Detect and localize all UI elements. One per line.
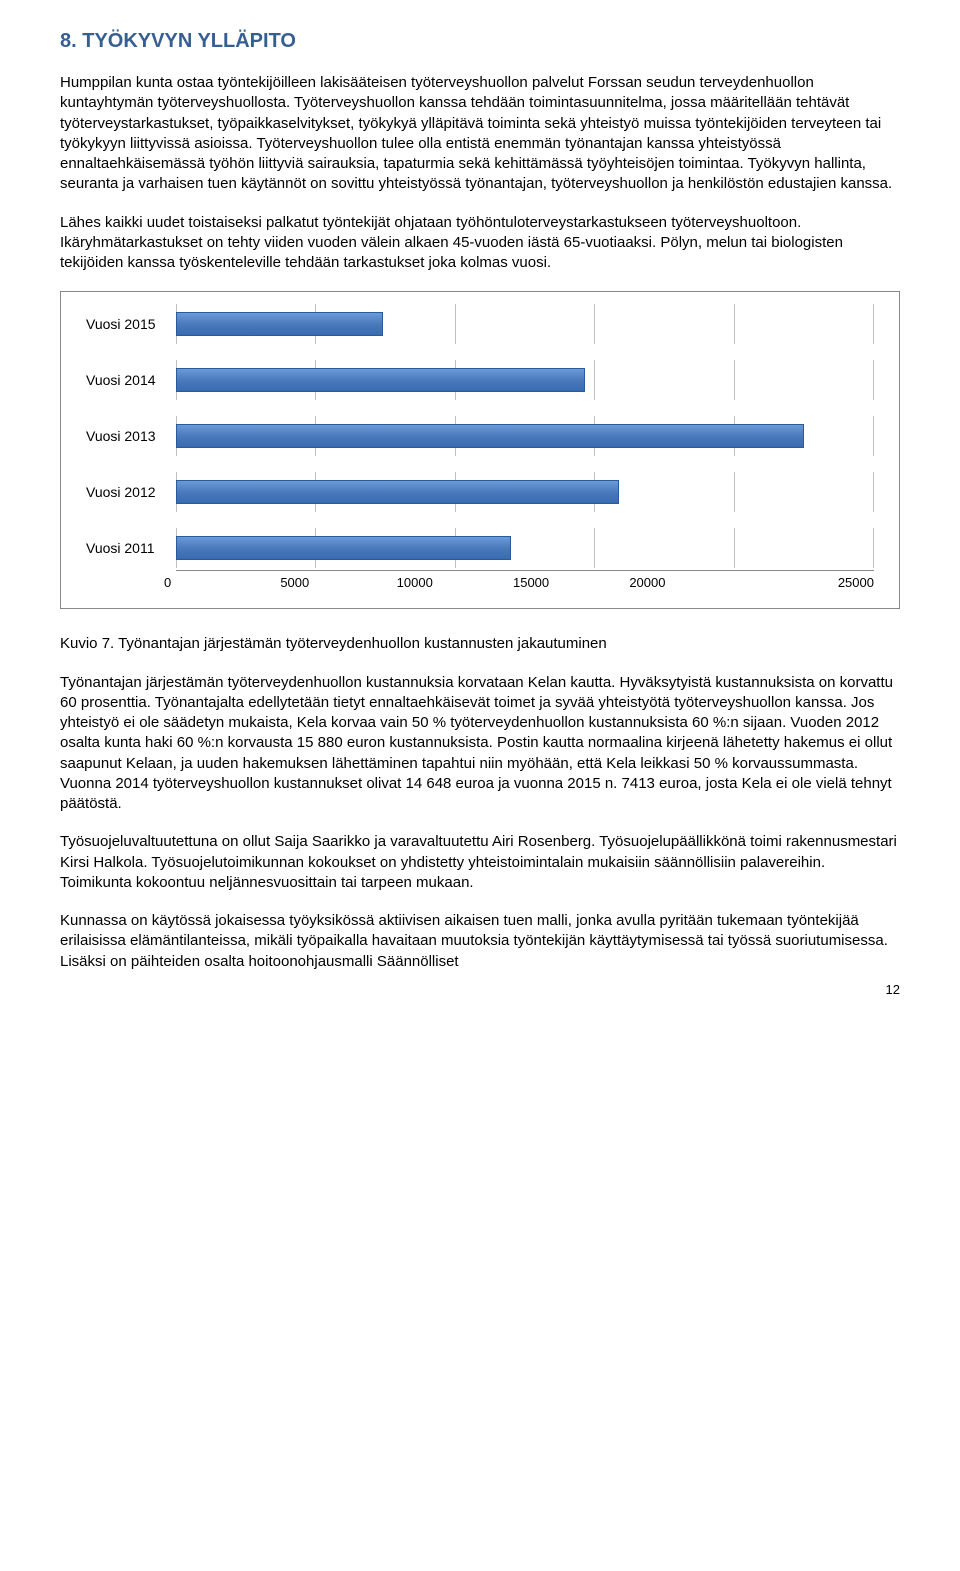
chart-category-label: Vuosi 2011 xyxy=(86,540,176,556)
chart-bar xyxy=(176,480,619,504)
chart-row: Vuosi 2013 xyxy=(86,422,874,450)
chart-axis-tick: 0 xyxy=(164,575,280,590)
chart-category-label: Vuosi 2012 xyxy=(86,484,176,500)
chart-bar xyxy=(176,536,511,560)
chart-x-axis: 0500010000150002000025000 xyxy=(176,570,874,590)
chart-gridline xyxy=(734,472,874,512)
chart-category-label: Vuosi 2014 xyxy=(86,372,176,388)
chart-plot-area: Vuosi 2015 Vuosi 2014 Vuosi 2013 Vuosi 2012… xyxy=(86,310,874,562)
chart-row: Vuosi 2011 xyxy=(86,534,874,562)
chart-row: Vuosi 2015 xyxy=(86,310,874,338)
page-number: 12 xyxy=(60,982,900,997)
chart-category-label: Vuosi 2015 xyxy=(86,316,176,332)
chart-caption: Kuvio 7. Työnantajan järjestämän työterv… xyxy=(60,634,900,654)
chart-axis-tick: 10000 xyxy=(397,575,513,590)
chart-axis-tick: 5000 xyxy=(280,575,396,590)
paragraph-4: Työsuojeluvaltuutettuna on ollut Saija S… xyxy=(60,832,900,893)
chart-bar-area xyxy=(176,422,874,450)
chart-gridline xyxy=(734,528,874,568)
bar-chart: Vuosi 2015 Vuosi 2014 Vuosi 2013 Vuosi 2012… xyxy=(60,291,900,609)
paragraph-2: Lähes kaikki uudet toistaiseksi palkatut… xyxy=(60,213,900,274)
chart-category-label: Vuosi 2013 xyxy=(86,428,176,444)
paragraph-5: Kunnassa on käytössä jokaisessa työyksik… xyxy=(60,911,900,972)
chart-bar xyxy=(176,424,804,448)
chart-axis-tick: 15000 xyxy=(513,575,629,590)
chart-axis-tick: 20000 xyxy=(629,575,745,590)
chart-row: Vuosi 2014 xyxy=(86,366,874,394)
chart-gridline xyxy=(734,360,874,400)
section-heading: 8. TYÖKYVYN YLLÄPITO xyxy=(60,30,900,53)
chart-bar-area xyxy=(176,478,874,506)
chart-row: Vuosi 2012 xyxy=(86,478,874,506)
chart-gridline xyxy=(594,528,733,568)
chart-gridline xyxy=(455,304,594,344)
chart-bar xyxy=(176,312,383,336)
chart-bar-area xyxy=(176,310,874,338)
paragraph-1: Humppilan kunta ostaa työntekijöilleen l… xyxy=(60,73,900,195)
chart-gridline xyxy=(594,304,733,344)
chart-bar-area xyxy=(176,534,874,562)
chart-gridline xyxy=(594,360,733,400)
chart-bar xyxy=(176,368,585,392)
chart-axis-tick: 25000 xyxy=(758,575,874,590)
chart-gridline xyxy=(734,304,874,344)
chart-bar-area xyxy=(176,366,874,394)
paragraph-3: Työnantajan järjestämän työterveydenhuol… xyxy=(60,673,900,815)
